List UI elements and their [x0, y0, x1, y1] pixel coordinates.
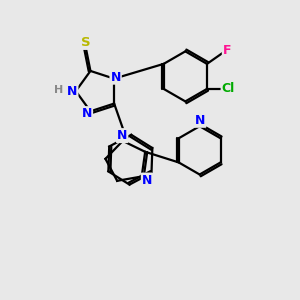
Text: N: N [117, 129, 128, 142]
Text: N: N [195, 114, 206, 127]
Text: N: N [110, 71, 121, 84]
Text: F: F [223, 44, 231, 57]
Text: H: H [54, 85, 63, 94]
Text: N: N [142, 173, 152, 187]
Text: N: N [82, 107, 92, 120]
Text: S: S [81, 36, 91, 49]
Text: N: N [67, 85, 77, 98]
Text: Cl: Cl [222, 82, 235, 95]
